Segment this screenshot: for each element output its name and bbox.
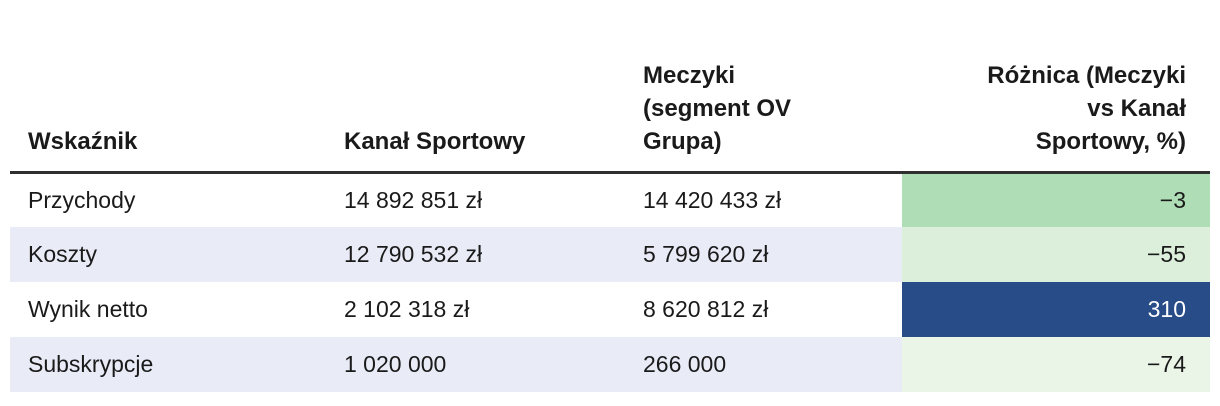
cell-kanal-sportowy: 14 892 851 zł — [326, 172, 625, 227]
cell-difference: −3 — [902, 172, 1210, 227]
cell-indicator: Przychody — [10, 172, 326, 227]
table-row: Wynik netto 2 102 318 zł 8 620 812 zł 31… — [10, 282, 1210, 337]
cell-indicator: Wynik netto — [10, 282, 326, 337]
table-row: Subskrypcje 1 020 000 266 000 −74 — [10, 337, 1210, 392]
table-row: Przychody 14 892 851 zł 14 420 433 zł −3 — [10, 172, 1210, 227]
cell-kanal-sportowy: 12 790 532 zł — [326, 227, 625, 282]
cell-meczyki: 5 799 620 zł — [625, 227, 902, 282]
table-row: Koszty 12 790 532 zł 5 799 620 zł −55 — [10, 227, 1210, 282]
cell-meczyki: 8 620 812 zł — [625, 282, 902, 337]
column-header-wskaznik: Wskaźnik — [10, 0, 326, 174]
column-header-roznica: Różnica (Meczyki vs Kanał Sportowy, %) — [902, 0, 1210, 174]
cell-difference: −55 — [902, 227, 1210, 282]
column-header-meczyki: Meczyki (segment OV Grupa) — [625, 0, 902, 174]
cell-kanal-sportowy: 1 020 000 — [326, 337, 625, 392]
cell-meczyki: 266 000 — [625, 337, 902, 392]
cell-difference: −74 — [902, 337, 1210, 392]
cell-kanal-sportowy: 2 102 318 zł — [326, 282, 625, 337]
cell-indicator: Koszty — [10, 227, 326, 282]
cell-indicator: Subskrypcje — [10, 337, 326, 392]
comparison-table: Wskaźnik Kanał Sportowy Meczyki (segment… — [10, 0, 1210, 392]
cell-difference: 310 — [902, 282, 1210, 337]
header-row: Wskaźnik Kanał Sportowy Meczyki (segment… — [10, 0, 1210, 174]
cell-meczyki: 14 420 433 zł — [625, 172, 902, 227]
column-header-kanal-sportowy: Kanał Sportowy — [326, 0, 625, 174]
